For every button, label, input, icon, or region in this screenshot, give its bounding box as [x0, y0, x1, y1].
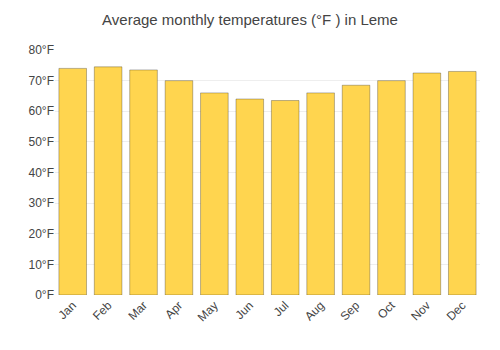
svg-text:Mar: Mar: [125, 298, 150, 323]
svg-text:Jul: Jul: [271, 298, 292, 319]
svg-text:Sep: Sep: [337, 298, 362, 323]
svg-text:40°F: 40°F: [29, 166, 54, 180]
svg-text:30°F: 30°F: [29, 196, 54, 210]
svg-text:80°F: 80°F: [29, 43, 54, 57]
svg-text:70°F: 70°F: [29, 74, 54, 88]
svg-text:May: May: [195, 298, 221, 324]
svg-text:Feb: Feb: [90, 298, 115, 323]
svg-text:Apr: Apr: [162, 298, 185, 321]
svg-text:Jan: Jan: [55, 298, 79, 322]
svg-text:50°F: 50°F: [29, 135, 54, 149]
svg-text:Dec: Dec: [444, 298, 469, 323]
svg-text:Oct: Oct: [375, 298, 399, 322]
svg-text:0°F: 0°F: [35, 288, 54, 302]
svg-text:Average monthly temperatures (: Average monthly temperatures (°F ) in Le…: [102, 11, 398, 28]
svg-text:Aug: Aug: [302, 298, 327, 323]
svg-text:Jun: Jun: [233, 298, 257, 322]
svg-text:20°F: 20°F: [29, 227, 54, 241]
svg-text:60°F: 60°F: [29, 104, 54, 118]
svg-text:10°F: 10°F: [29, 258, 54, 272]
svg-text:Nov: Nov: [408, 298, 433, 323]
